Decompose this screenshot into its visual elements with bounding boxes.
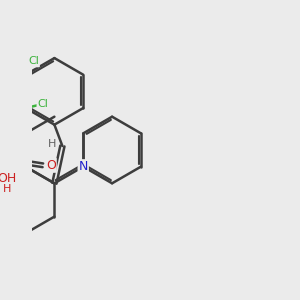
Text: H: H [3,184,11,194]
Text: Cl: Cl [38,99,48,109]
Text: O: O [46,159,56,172]
Text: OH: OH [0,172,16,185]
Text: H: H [48,139,56,149]
Text: N: N [79,160,88,173]
Text: Cl: Cl [28,56,39,66]
